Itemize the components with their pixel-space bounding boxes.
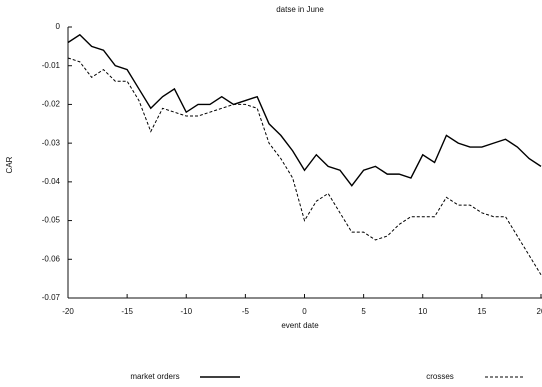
x-tick-label: 5: [361, 307, 366, 316]
x-tick-label: 15: [477, 307, 486, 316]
legend-label: market orders: [130, 372, 179, 381]
x-tick-label: -5: [242, 307, 250, 316]
y-tick-label: 0: [56, 22, 61, 31]
y-tick-label: -0.04: [42, 177, 61, 186]
y-tick-label: -0.01: [42, 61, 61, 70]
y-tick-label: -0.03: [42, 138, 61, 147]
x-tick-label: -20: [62, 307, 74, 316]
x-axis-label: event date: [281, 321, 319, 330]
y-tick-label: -0.05: [42, 216, 61, 225]
y-axis-label: CAR: [5, 156, 14, 173]
x-tick-label: 10: [418, 307, 427, 316]
x-tick-label: -15: [121, 307, 133, 316]
legend-label: crosses: [426, 372, 454, 381]
x-tick-label: 0: [302, 307, 307, 316]
y-tick-label: -0.02: [42, 100, 61, 109]
chart-title: datse in June: [276, 5, 324, 14]
x-tick-label: 20: [537, 307, 542, 316]
series-line: [67, 57, 542, 276]
series-line: [67, 33, 542, 187]
y-tick-label: -0.07: [42, 293, 61, 302]
y-tick-label: -0.06: [42, 254, 61, 263]
x-tick-label: -10: [180, 307, 192, 316]
